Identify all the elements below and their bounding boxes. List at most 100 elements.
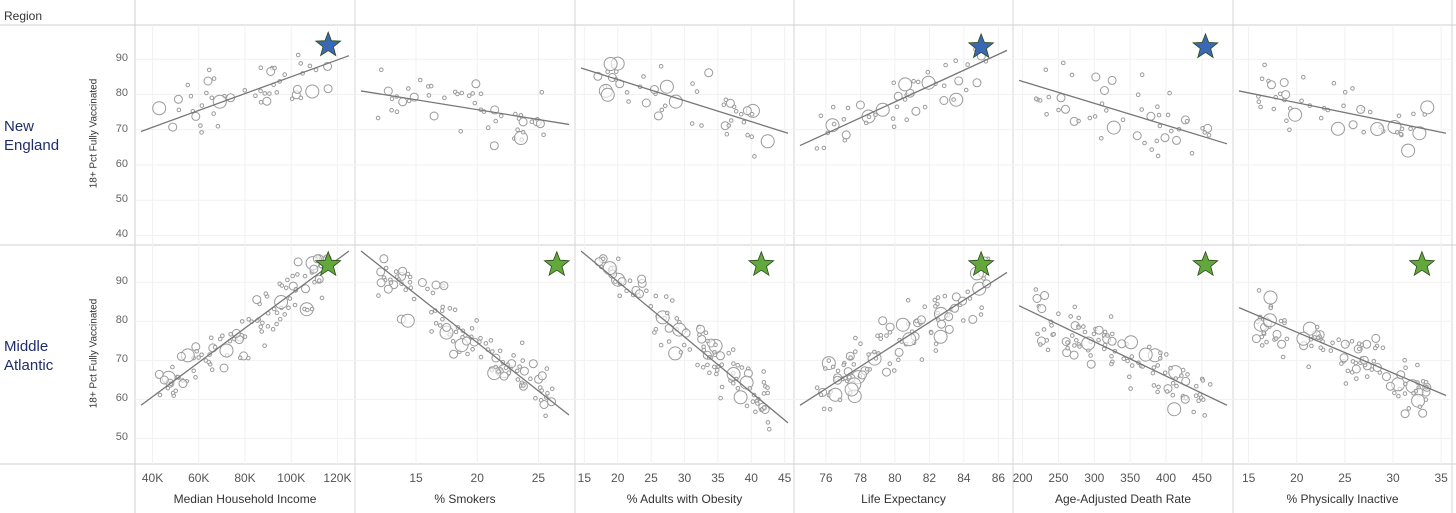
scatter-point <box>394 274 400 279</box>
scatter-point <box>1164 389 1170 394</box>
scatter-point <box>700 365 706 370</box>
scatter-point <box>853 335 858 341</box>
scatter-point <box>219 343 234 358</box>
scatter-point <box>721 102 727 107</box>
scatter-point <box>1314 324 1320 330</box>
scatter-point <box>658 342 664 348</box>
scatter-point <box>898 77 913 92</box>
scatter-point <box>1364 374 1370 379</box>
x-tick-label: 400 <box>1156 471 1177 485</box>
scatter-point <box>450 339 456 344</box>
scatter-point <box>1331 121 1345 136</box>
scatter-point <box>705 338 710 344</box>
scatter-point <box>760 134 775 149</box>
scatter-point <box>431 280 441 290</box>
scatter-point <box>285 277 290 283</box>
trend-line <box>1238 90 1447 134</box>
scatter-point <box>653 111 663 121</box>
scatter-point <box>664 323 674 333</box>
scatter-point <box>1096 337 1101 343</box>
scatter-point <box>1191 409 1196 415</box>
scatter-point <box>309 264 319 274</box>
scatter-point <box>1132 131 1142 141</box>
scatter-point <box>735 362 741 368</box>
scatter-point <box>951 292 961 302</box>
scatter-point <box>196 355 201 360</box>
scatter-point <box>1149 147 1154 152</box>
scatter-point <box>1259 76 1265 82</box>
panel <box>575 245 794 464</box>
scatter-point <box>1076 325 1081 330</box>
scatter-point <box>678 350 684 355</box>
scatter-point <box>1258 104 1263 110</box>
scatter-point <box>519 340 525 346</box>
scatter-point <box>925 69 931 75</box>
scatter-point <box>658 64 664 69</box>
scatter-point <box>209 367 215 373</box>
scatter-point <box>298 61 304 66</box>
scatter-point <box>904 117 910 122</box>
scatter-point <box>208 335 214 341</box>
scatter-point <box>1035 331 1040 337</box>
scatter-point <box>1056 311 1061 317</box>
scatter-point <box>712 364 717 370</box>
scatter-point <box>1284 336 1290 342</box>
scatter-point <box>437 323 443 328</box>
scatter-point <box>944 312 954 322</box>
scatter-point <box>447 306 453 311</box>
scatter-point <box>733 109 739 114</box>
scatter-point <box>963 87 969 93</box>
scatter-point <box>1069 72 1075 78</box>
scatter-point <box>1082 329 1088 335</box>
scatter-point <box>389 107 394 113</box>
scatter-point <box>274 321 279 327</box>
scatter-point <box>1155 104 1160 109</box>
scatter-point <box>1411 393 1426 408</box>
y-axis-title-new-england: 18+ Pct Fully Vaccinated <box>88 78 100 189</box>
x-tick-label: 25 <box>531 471 546 485</box>
scatter-point <box>498 113 504 119</box>
trend-line <box>1018 79 1228 145</box>
x-tick-label: 120K <box>323 471 352 485</box>
scatter-point <box>376 278 386 288</box>
scatter-point <box>425 286 430 292</box>
scatter-point <box>1105 333 1110 338</box>
scatter-point <box>716 351 725 361</box>
scatter-point <box>1336 337 1341 343</box>
x-tick-label: 45 <box>777 471 792 485</box>
scatter-point <box>1151 383 1157 388</box>
scatter-point <box>765 420 771 425</box>
highlight-star-marker <box>314 250 342 277</box>
scatter-point <box>1076 315 1081 321</box>
scatter-point <box>712 350 717 355</box>
highlight-star-marker <box>747 250 775 277</box>
scatter-point <box>1091 331 1097 337</box>
row-label-middle-atlantic: Middle Atlantic <box>4 338 54 374</box>
scatter-point <box>747 386 753 391</box>
scatter-point <box>699 123 704 128</box>
scatter-point <box>376 267 386 277</box>
highlight-star-marker <box>543 250 571 277</box>
scatter-point <box>520 358 526 363</box>
highlight-star-marker <box>1408 250 1436 277</box>
scatter-point <box>393 269 399 274</box>
scatter-point <box>603 57 618 71</box>
scatter-point <box>830 104 836 110</box>
scatter-point <box>653 293 659 299</box>
scatter-point <box>1396 113 1402 119</box>
scatter-point <box>282 312 288 317</box>
scatter-point <box>165 385 171 391</box>
scatter-point <box>1282 318 1287 323</box>
scatter-point <box>490 349 495 354</box>
scatter-point <box>911 78 916 84</box>
scatter-point <box>1251 334 1261 344</box>
scatter-point <box>496 369 501 374</box>
scatter-point <box>921 75 936 90</box>
scatter-point <box>942 293 948 299</box>
scatter-point <box>239 319 245 324</box>
scatter-point <box>237 355 243 361</box>
scatter-point <box>1167 90 1172 96</box>
scatter-point <box>1273 336 1279 341</box>
scatter-point <box>951 97 956 102</box>
scatter-point <box>449 349 459 359</box>
